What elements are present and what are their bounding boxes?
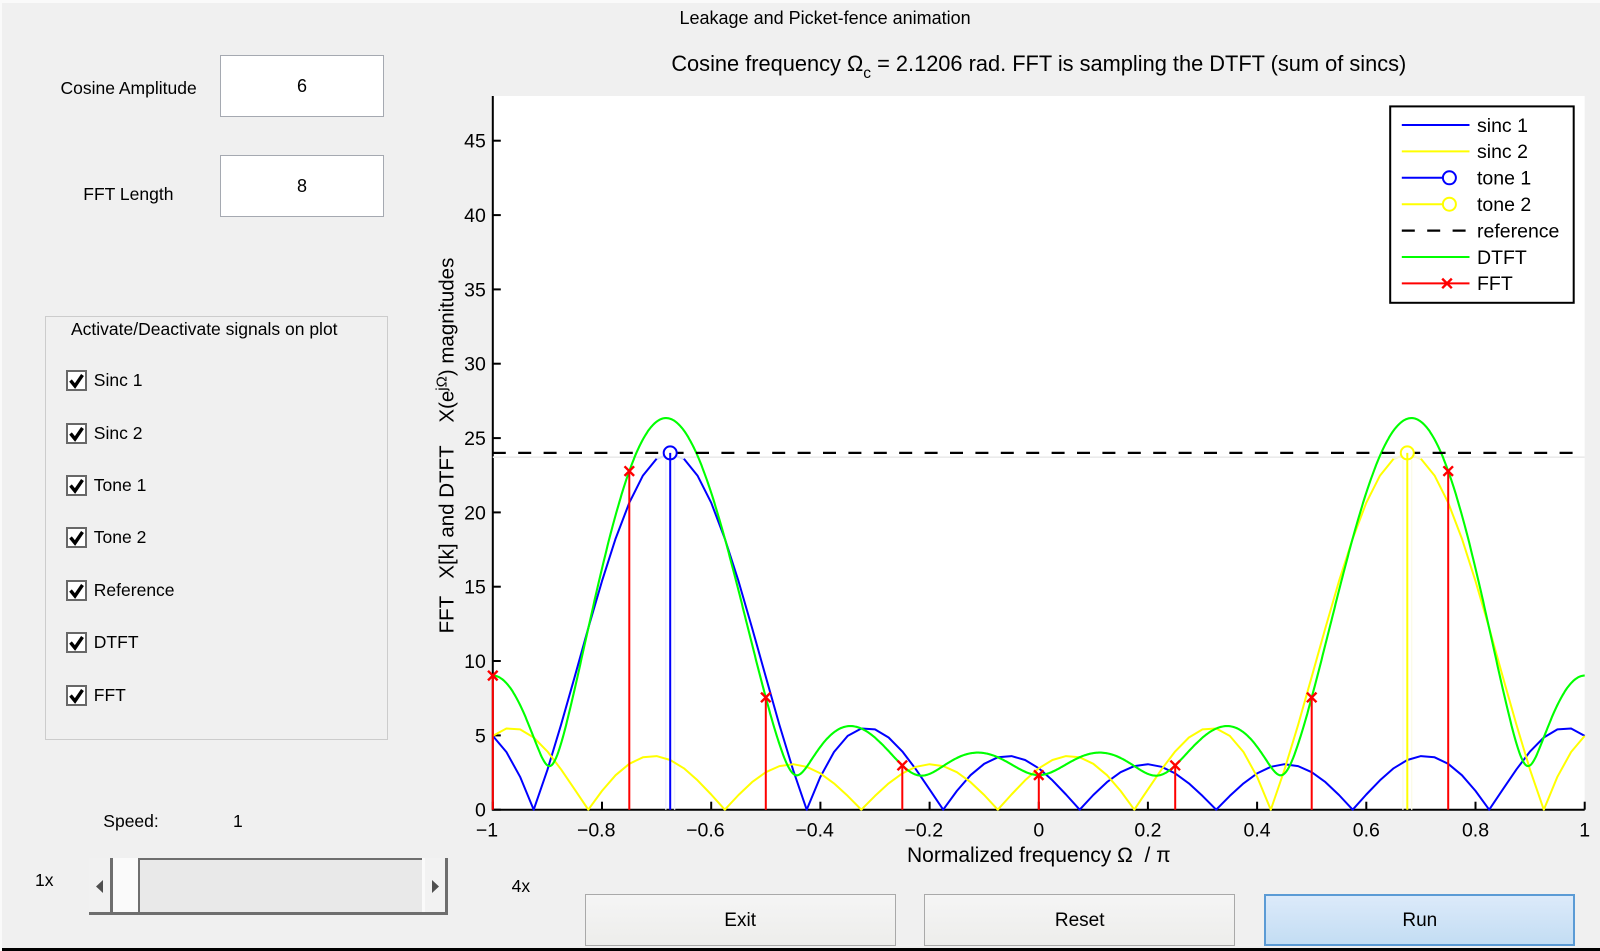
svg-text:−0.6: −0.6 [686,820,725,842]
svg-text:Cosine frequency Ωc = 2.1206 r: Cosine frequency Ωc = 2.1206 rad. FFT is… [671,51,1406,82]
svg-text:FFT: FFT [1477,273,1513,295]
svg-text:0.2: 0.2 [1134,820,1161,842]
svg-text:5: 5 [475,725,486,747]
svg-text:Normalized frequency Ω / π: Normalized frequency Ω / π [907,844,1171,867]
svg-text:FFT X[k] and DTFT X(ejΩ): FFT X[k] and DTFT X(ejΩ) magnitudes [434,258,459,634]
svg-text:0.8: 0.8 [1462,820,1489,842]
svg-text:sinc 1: sinc 1 [1477,115,1528,137]
svg-text:tone 2: tone 2 [1477,194,1531,216]
svg-text:40: 40 [464,205,486,227]
svg-text:−0.4: −0.4 [795,820,834,842]
svg-text:10: 10 [464,651,486,673]
svg-text:0.4: 0.4 [1244,820,1271,842]
svg-text:30: 30 [464,354,486,376]
svg-text:20: 20 [464,502,486,524]
svg-text:0: 0 [475,800,486,822]
svg-text:35: 35 [464,279,486,301]
svg-text:0: 0 [1033,820,1044,842]
svg-text:DTFT: DTFT [1477,247,1527,269]
svg-text:sinc 2: sinc 2 [1477,141,1528,163]
svg-text:0.6: 0.6 [1353,820,1380,842]
svg-text:−0.2: −0.2 [905,820,944,842]
svg-text:15: 15 [464,577,486,599]
svg-text:−0.8: −0.8 [577,820,616,842]
svg-text:45: 45 [464,131,486,153]
svg-text:tone 1: tone 1 [1477,168,1531,190]
svg-text:−1: −1 [476,820,498,842]
svg-text:1: 1 [1579,820,1590,842]
svg-text:reference: reference [1477,220,1559,242]
svg-text:25: 25 [464,428,486,450]
